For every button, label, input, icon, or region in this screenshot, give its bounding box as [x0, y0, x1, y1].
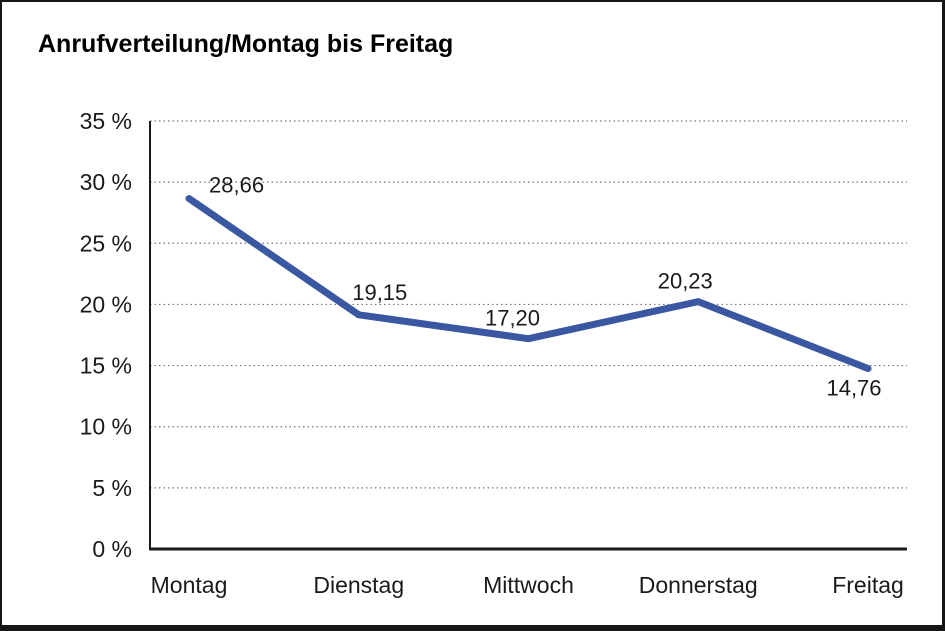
data-point-label: 14,76 — [826, 376, 881, 401]
y-tick-label: 35 % — [80, 108, 132, 134]
x-category-label: Montag — [151, 572, 228, 598]
x-category-label: Dienstag — [313, 572, 404, 598]
x-category-label: Freitag — [832, 572, 904, 598]
data-point-label: 28,66 — [209, 173, 264, 198]
y-tick-label: 0 % — [92, 536, 132, 562]
data-point-label: 19,15 — [352, 280, 407, 305]
y-tick-label: 15 % — [80, 353, 132, 379]
data-point-label: 20,23 — [658, 269, 713, 294]
y-tick-label: 5 % — [92, 475, 132, 501]
y-tick-label: 30 % — [80, 169, 132, 195]
y-tick-label: 20 % — [80, 291, 132, 317]
x-category-label: Donnerstag — [639, 572, 758, 598]
y-tick-label: 10 % — [80, 414, 132, 440]
data-series-line — [185, 195, 872, 373]
chart-title: Anrufverteilung/Montag bis Freitag — [38, 30, 454, 58]
x-category-label: Mittwoch — [483, 572, 574, 598]
y-tick-label: 25 % — [80, 230, 132, 256]
data-point-label: 17,20 — [485, 306, 540, 331]
